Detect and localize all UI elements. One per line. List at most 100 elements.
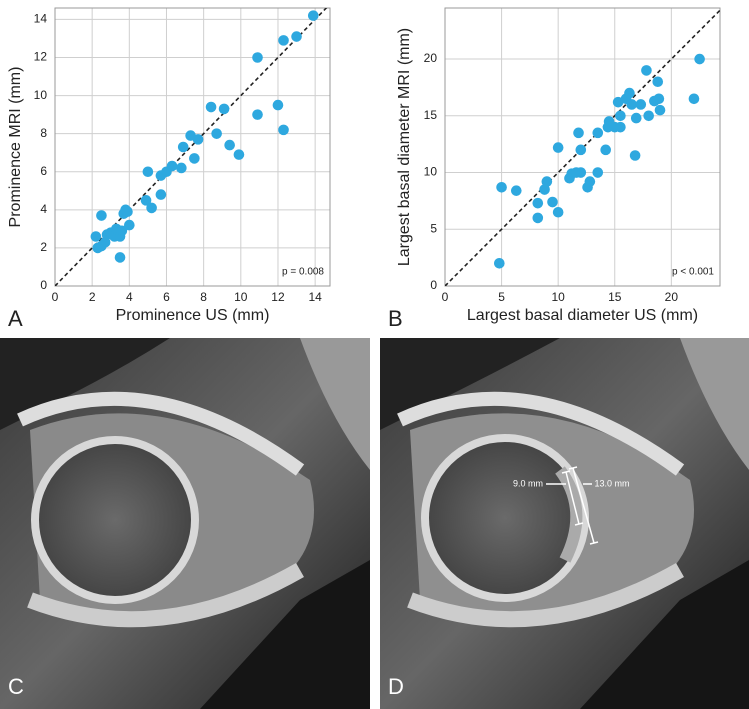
x-tick-label: 10 [551, 290, 565, 304]
x-tick-label: 20 [665, 290, 679, 304]
y-tick-label: 15 [424, 108, 438, 122]
data-point [643, 110, 655, 122]
x-axis-label: Prominence US (mm) [116, 307, 270, 324]
data-point [272, 99, 284, 111]
data-point [592, 167, 604, 178]
data-point [211, 128, 222, 139]
data-point [547, 196, 558, 208]
y-axis-label: Largest basal diameter MRI (mm) [396, 28, 413, 266]
data-point [688, 93, 700, 105]
data-point [176, 162, 187, 174]
x-axis-label: Largest basal diameter US (mm) [467, 307, 698, 324]
y-tick-label: 0 [430, 278, 437, 292]
y-tick-label: 0 [40, 278, 47, 292]
x-tick-label: 12 [271, 290, 285, 304]
data-point [177, 141, 189, 153]
data-point [573, 127, 584, 139]
data-point [122, 206, 133, 218]
data-point [615, 121, 626, 133]
data-point [575, 144, 587, 156]
data-point [124, 219, 135, 231]
x-tick-label: 0 [52, 290, 59, 304]
data-point [146, 202, 157, 214]
identity-line [445, 9, 720, 286]
data-point [654, 104, 666, 116]
scatter-chart: 0 5 10 15 20 0 5 10 15 20 p < 0.001 Largest basal d… [388, 7, 721, 331]
data-point [641, 65, 652, 76]
data-point [552, 142, 564, 153]
data-point [189, 153, 200, 164]
y-tick-label: 20 [424, 51, 438, 65]
y-tick-label: 10 [424, 165, 438, 179]
data-point [592, 127, 604, 139]
data-point [90, 231, 102, 242]
mri-image-d [380, 338, 749, 709]
measurement-label: 13.0 mm [594, 478, 629, 488]
data-point [624, 87, 635, 99]
y-tick-label: 5 [430, 221, 437, 235]
data-point [307, 10, 319, 21]
data-point [552, 206, 564, 218]
x-tick-label: 14 [308, 290, 322, 304]
data-point [494, 258, 505, 269]
data-point [166, 160, 178, 172]
y-tick-label: 6 [40, 164, 47, 178]
data-point [291, 31, 302, 42]
data-point [142, 166, 154, 178]
panel-label: D [388, 674, 404, 699]
x-tick-label: 4 [126, 290, 133, 304]
data-point [233, 149, 245, 160]
scatter-chart: 0 2 4 6 8 10 12 14 0 2 4 6 8 10 12 14 p = 0.008 Prominenc… [7, 7, 331, 331]
x-tick-label: 8 [200, 290, 207, 304]
y-axis-label: Prominence MRI (mm) [7, 67, 24, 228]
data-point [626, 99, 638, 110]
data-point [510, 185, 522, 196]
data-point [532, 197, 544, 209]
data-point [541, 176, 553, 187]
y-tick-label: 10 [34, 88, 48, 102]
x-tick-label: 6 [163, 290, 170, 304]
identity-line [55, 8, 328, 286]
annotation: p = 0.008 [282, 267, 324, 278]
data-point [114, 252, 126, 263]
data-point [116, 225, 128, 237]
panel-label: B [388, 306, 403, 331]
data-point [224, 139, 235, 151]
data-point [496, 181, 507, 193]
data-point [612, 96, 624, 108]
data-point [278, 124, 289, 136]
data-point [252, 109, 263, 120]
data-point [652, 76, 664, 88]
data-point [155, 189, 167, 200]
plot-frame [444, 7, 721, 287]
y-tick-label: 12 [34, 50, 48, 64]
data-point [575, 167, 587, 178]
data-point [192, 134, 204, 145]
data-point [532, 212, 544, 224]
y-tick-label: 2 [40, 240, 47, 254]
x-tick-label: 5 [498, 290, 505, 304]
data-point [653, 93, 665, 105]
annotation: p < 0.001 [672, 267, 714, 278]
y-tick-label: 8 [40, 126, 47, 140]
data-point [205, 101, 217, 113]
y-tick-label: 14 [34, 12, 48, 26]
panel-label: C [8, 674, 24, 699]
panel-label: A [8, 306, 23, 331]
plot-frame [54, 7, 331, 287]
x-tick-label: 2 [89, 290, 96, 304]
data-point [278, 35, 289, 46]
data-point [584, 176, 596, 187]
x-tick-label: 0 [442, 290, 449, 304]
x-tick-label: 10 [234, 290, 248, 304]
data-point [629, 150, 641, 161]
data-point [615, 110, 626, 122]
data-point [140, 195, 152, 206]
measurement-label: 9.0 mm [513, 478, 543, 488]
data-point [694, 53, 705, 65]
data-point [218, 103, 230, 115]
data-point [92, 242, 104, 254]
data-point [635, 99, 647, 110]
y-tick-label: 4 [40, 202, 47, 216]
